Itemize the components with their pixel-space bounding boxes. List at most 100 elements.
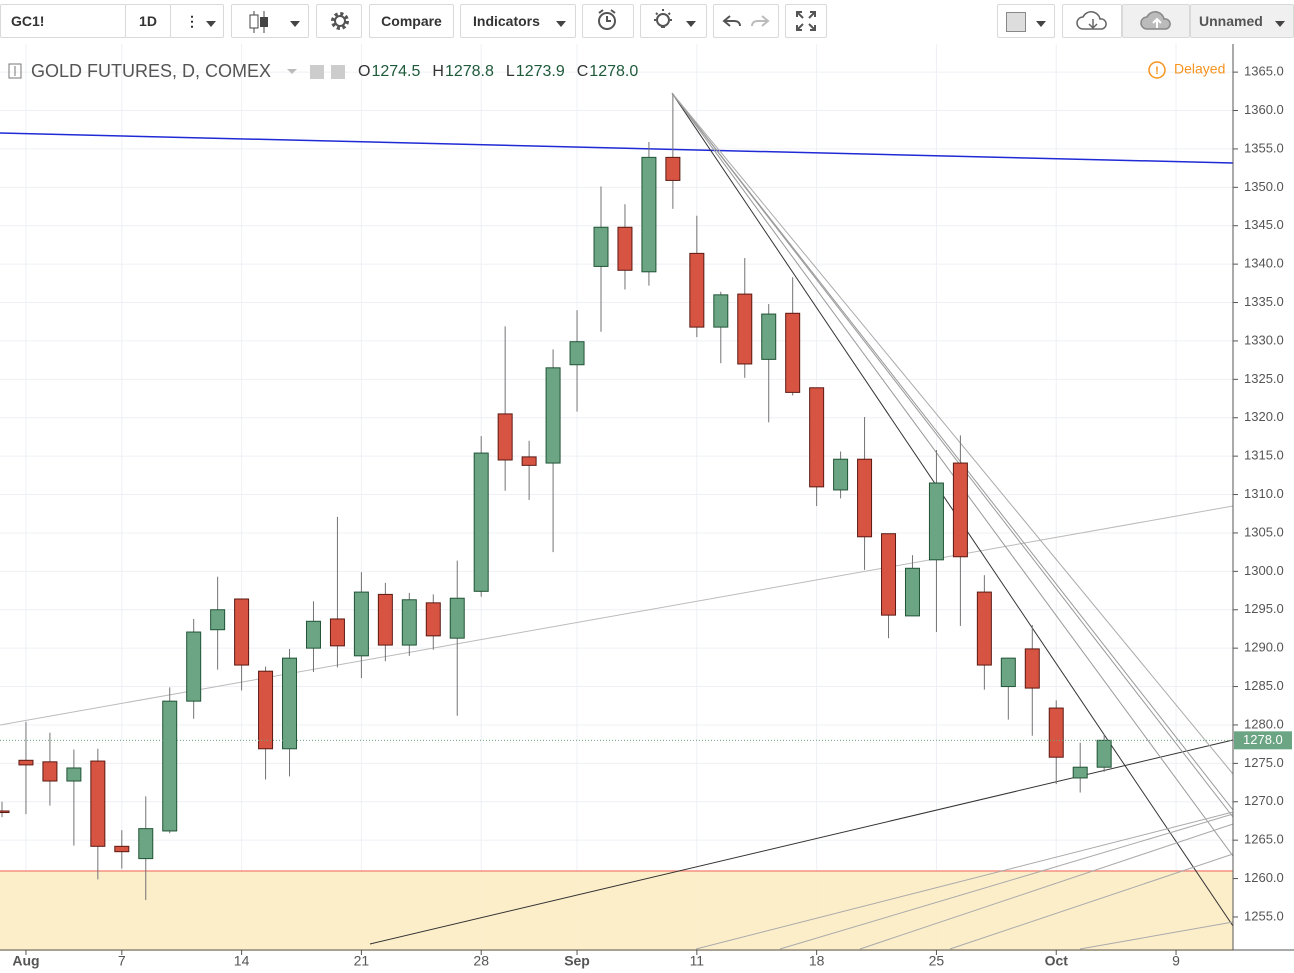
title-menu[interactable] [287, 69, 297, 74]
candle-body [377, 593, 393, 646]
gear-icon [331, 12, 349, 30]
ideas-button[interactable] [640, 4, 707, 38]
fan-line [859, 823, 1234, 950]
fan-line [671, 92, 1234, 857]
ohlc-key: H [432, 63, 444, 80]
chart: 1255.0 1260.0 1265.0 1270.0 1275.0 1280.0 1285… [0, 44, 1294, 973]
candle-body [0, 810, 10, 814]
save-button[interactable] [1122, 4, 1190, 38]
y-tick-label: 1270.0 [1244, 793, 1284, 808]
candle-body [761, 313, 777, 360]
candle-body [329, 618, 345, 647]
ohlc-value: 1278.0 [589, 63, 638, 80]
candle-body [976, 591, 992, 666]
trend-line [369, 739, 1234, 945]
y-tick-label: 1325.0 [1244, 371, 1284, 386]
alarm-icon [598, 9, 616, 30]
x-tick-label: 9 [1172, 953, 1180, 969]
candle-body [521, 456, 537, 466]
candle-body [162, 700, 178, 832]
y-tick-label: 1300.0 [1244, 563, 1284, 578]
fan-line [671, 92, 1234, 811]
y-tick-label: 1285.0 [1244, 678, 1284, 693]
ohlc-key: C [577, 63, 589, 80]
candle-body [234, 598, 250, 666]
ohlc-value: 1273.9 [516, 63, 565, 80]
fan-line [671, 92, 1234, 818]
last-price-box [1234, 731, 1292, 750]
last-price-label: 1278.0 [1243, 732, 1283, 747]
fan-line [695, 811, 1234, 950]
undo-redo[interactable] [713, 4, 779, 38]
candle-body [353, 591, 369, 657]
color-button[interactable] [997, 4, 1055, 38]
indicators-label: Indicators [473, 13, 540, 29]
candle-body [1024, 648, 1040, 689]
candle-body [545, 367, 561, 464]
status-icon: ! [1155, 65, 1159, 77]
trend-line [0, 505, 1234, 726]
candle-body [593, 226, 609, 267]
y-tick-label: 1290.0 [1244, 640, 1284, 655]
candle-body [1072, 766, 1088, 779]
load-button[interactable] [1062, 4, 1122, 38]
alert-button[interactable] [582, 4, 634, 38]
y-tick-label: 1275.0 [1244, 755, 1284, 770]
y-tick-label: 1335.0 [1244, 294, 1284, 309]
undo-redo-icons [722, 15, 770, 27]
chart-title: GOLD FUTURES, D, COMEX [31, 61, 271, 81]
candle-body [114, 845, 130, 853]
symbol-button[interactable]: GC1! [0, 4, 126, 38]
fan-line [949, 853, 1234, 950]
candle-body [425, 602, 441, 637]
compare-button[interactable]: Compare [369, 4, 454, 38]
x-tick-label: Oct [1045, 953, 1069, 969]
candle-body [186, 631, 202, 702]
candle-body [904, 567, 920, 617]
axes: 1255.0 1260.0 1265.0 1270.0 1275.0 1280.0 1285… [12, 64, 1292, 969]
y-tick-label: 1255.0 [1244, 908, 1284, 923]
candle-body [713, 294, 729, 328]
fan-line [671, 92, 1234, 927]
ohlc-key: L [506, 63, 515, 80]
bulb-icon [654, 9, 672, 28]
candle-body [282, 657, 298, 750]
candle-body [928, 482, 944, 561]
x-tick-label: Aug [12, 953, 39, 969]
candle-body [138, 828, 154, 860]
drawings [0, 92, 1234, 950]
candle-body [809, 387, 825, 488]
indicators-button[interactable]: Indicators [460, 4, 576, 38]
fullscreen-button[interactable] [785, 4, 827, 38]
candle-body [497, 413, 513, 461]
y-tick-label: 1345.0 [1244, 217, 1284, 232]
interval-button[interactable]: 1D [125, 4, 171, 38]
fan-line [779, 813, 1234, 950]
candle-body [473, 452, 489, 592]
interval-menu[interactable]: ⋮ [170, 4, 224, 38]
candle-body [66, 767, 82, 782]
x-tick-label: Sep [564, 953, 590, 969]
x-tick-label: 11 [690, 953, 705, 969]
eye-icon[interactable] [310, 65, 324, 79]
zone [0, 871, 1233, 951]
toolbar: GC1! 1D ⋮ Compare Indicators Unnamed [0, 0, 1294, 45]
x-tick-label: 7 [118, 953, 126, 969]
ohlc: O 1274.5 H 1278.8 L 1273.9 C 1278.0 [358, 63, 638, 80]
y-tick-label: 1280.0 [1244, 716, 1284, 731]
fullscreen-icon [796, 11, 816, 31]
ohlc-key: O [358, 63, 370, 80]
candles [0, 93, 1233, 901]
y-tick-label: 1365.0 [1244, 64, 1284, 79]
chart-style-button[interactable] [231, 4, 309, 38]
symbol-icon [8, 63, 22, 79]
gear-icon[interactable] [331, 65, 345, 79]
y-tick-label: 1350.0 [1244, 179, 1284, 194]
layout-button[interactable]: Unnamed [1190, 4, 1294, 38]
candle-body [881, 533, 897, 616]
candle-body [401, 599, 417, 646]
y-tick-label: 1340.0 [1244, 256, 1284, 271]
status: Delayed [1174, 61, 1225, 77]
settings-button[interactable] [316, 4, 362, 38]
